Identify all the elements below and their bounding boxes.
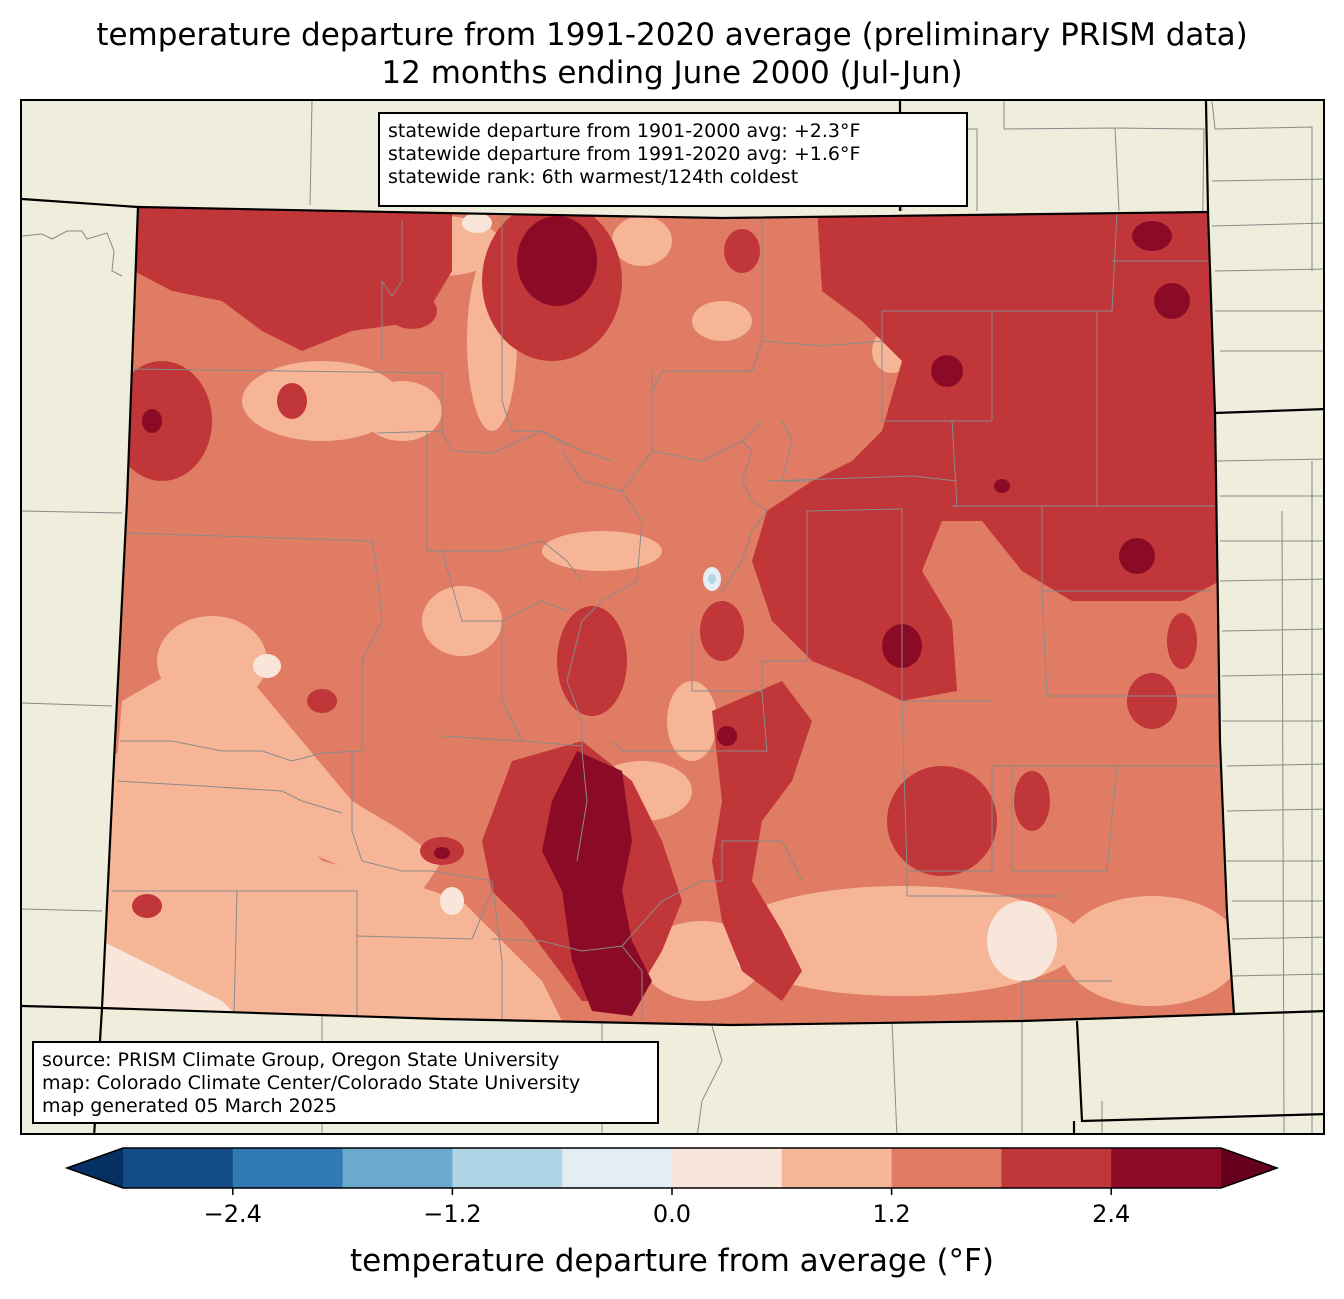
county-lines — [112, 210, 1222, 1021]
stats-line-1991-2020: statewide departure from 1991-2020 avg: … — [388, 143, 861, 165]
colorbar: −2.4 −1.2 0.0 1.2 2.4 — [64, 1147, 1280, 1228]
colorbar-tick-label: 1.2 — [873, 1200, 911, 1228]
colorbar-label: temperature departure from average (°F) — [350, 1243, 994, 1279]
source-box: source: PRISM Climate Group, Oregon Stat… — [32, 1041, 659, 1124]
source-line: source: PRISM Climate Group, Oregon Stat… — [42, 1049, 560, 1071]
colorbar-under-arrow — [67, 1148, 123, 1188]
cold-pocket-core — [708, 574, 716, 584]
colorbar-bin — [672, 1148, 783, 1188]
stats-line-rank: statewide rank: 6th warmest/124th coldes… — [388, 166, 799, 188]
colorbar-bin — [781, 1148, 893, 1188]
colorbar-segments — [64, 1147, 1280, 1189]
pale-regions — [102, 213, 1057, 1021]
colorbar-bin — [1111, 1148, 1222, 1188]
colorbar-bin — [232, 1148, 344, 1188]
map-subtitle: 12 months ending June 2000 (Jul-Jun) — [381, 55, 963, 91]
map-panel — [20, 99, 1325, 1135]
generated-date-line: map generated 05 March 2025 — [42, 1095, 337, 1117]
colorbar-bin — [342, 1148, 453, 1188]
colorbar-bin — [1001, 1148, 1112, 1188]
colorbar-bin — [891, 1148, 1002, 1188]
statewide-stats-box: statewide departure from 1901-2000 avg: … — [378, 112, 968, 207]
colorbar-tick-label: −1.2 — [423, 1200, 481, 1228]
colorbar-ticks: −2.4 −1.2 0.0 1.2 2.4 — [204, 1188, 1130, 1228]
colorbar-bin — [452, 1148, 563, 1188]
colorbar-tick-label: 0.0 — [653, 1200, 691, 1228]
colorbar-over-arrow — [1221, 1148, 1277, 1188]
colorbar-outline — [64, 1147, 1280, 1189]
map-credit-line: map: Colorado Climate Center/Colorado St… — [42, 1072, 581, 1094]
colorbar-bin — [123, 1148, 234, 1188]
colorado-temperature-map — [22, 101, 1323, 1133]
colorbar-bin — [562, 1148, 673, 1188]
red-regions — [112, 207, 1220, 1001]
temperature-field — [102, 207, 1234, 1025]
stats-line-1901-2000: statewide departure from 1901-2000 avg: … — [388, 120, 861, 142]
colorbar-tick-label: −2.4 — [204, 1200, 262, 1228]
colorbar-tick-label: 2.4 — [1092, 1200, 1130, 1228]
map-title: temperature departure from 1991-2020 ave… — [96, 17, 1248, 53]
